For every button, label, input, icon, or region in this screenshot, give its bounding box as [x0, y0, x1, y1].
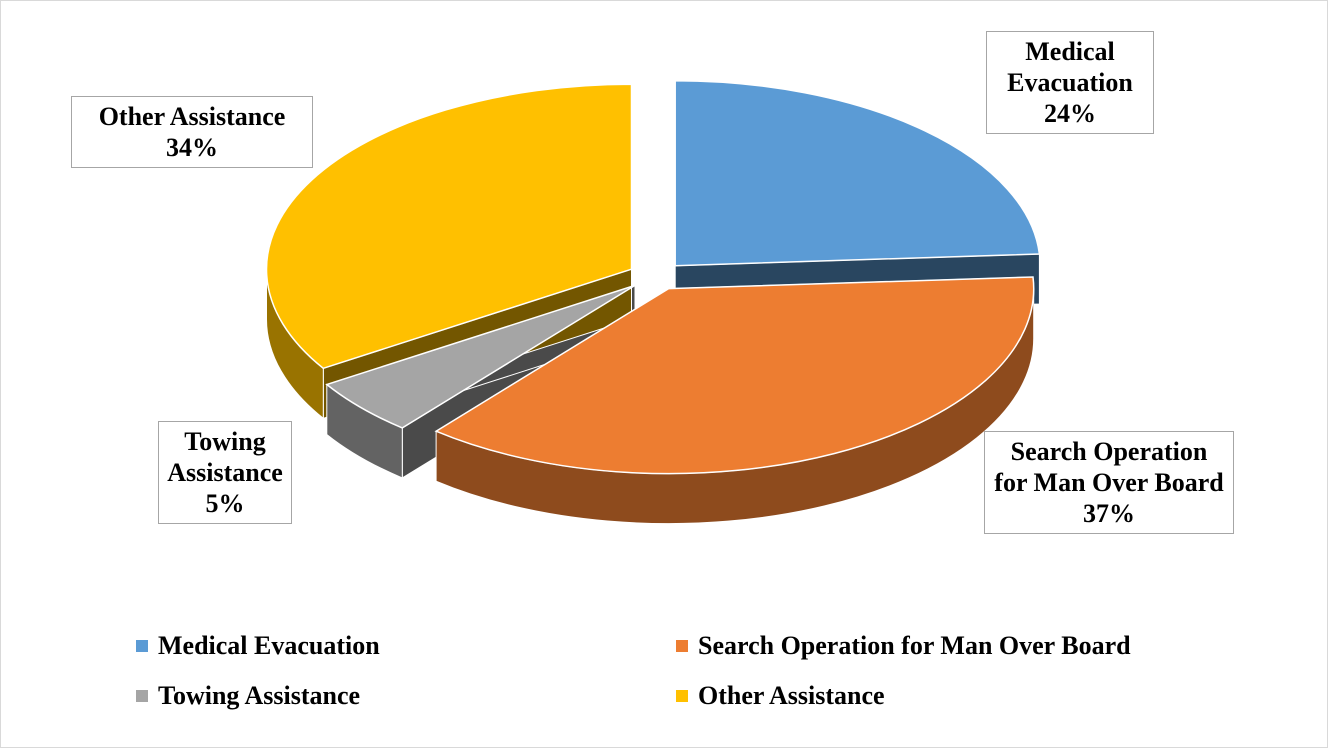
- data-label-value: 5%: [205, 489, 245, 518]
- legend-label: Other Assistance: [698, 681, 885, 710]
- slice: [434, 276, 1035, 475]
- legend-item: Medical Evacuation: [136, 628, 380, 664]
- data-label-category: Search Operation for Man Over Board: [994, 437, 1224, 497]
- legend-swatch: [136, 690, 148, 702]
- slice: [674, 79, 1041, 267]
- legend-label: Towing Assistance: [158, 681, 361, 710]
- legend-swatch: [136, 640, 148, 652]
- data-label: Medical Evacuation 24%: [986, 31, 1154, 134]
- data-label-value: 34%: [166, 133, 218, 162]
- legend-item: Towing Assistance: [136, 678, 360, 714]
- data-label: Search Operation for Man Over Board 37%: [984, 431, 1234, 534]
- legend-swatch: [676, 690, 688, 702]
- data-label-value: 24%: [1044, 99, 1096, 128]
- data-label-category: Other Assistance: [98, 102, 286, 131]
- data-label: Towing Assistance 5%: [158, 421, 292, 524]
- data-label: Other Assistance 34%: [71, 96, 313, 168]
- slice: [265, 83, 633, 370]
- data-label-value: 37%: [1083, 499, 1135, 528]
- legend-label: Search Operation for Man Over Board: [698, 631, 1131, 660]
- data-label-category: Towing Assistance: [167, 427, 283, 487]
- legend-label: Medical Evacuation: [158, 631, 380, 660]
- legend-swatch: [676, 640, 688, 652]
- data-label-category: Medical Evacuation: [1007, 37, 1133, 97]
- legend-item: Search Operation for Man Over Board: [676, 628, 1131, 664]
- slice: [325, 284, 636, 429]
- legend-item: Other Assistance: [676, 678, 885, 714]
